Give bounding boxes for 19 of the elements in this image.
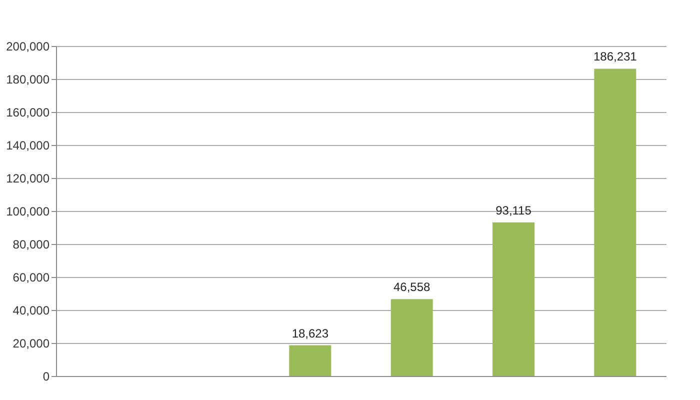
y-tick-label: 160,000 [6, 106, 50, 120]
y-tick-label: 60,000 [12, 270, 50, 284]
data-label: 46,558 [393, 280, 431, 294]
y-tick-label: 40,000 [12, 304, 50, 318]
y-tick-label: 80,000 [12, 238, 50, 252]
bar [390, 299, 433, 376]
bar [594, 68, 636, 376]
data-label: 93,115 [496, 203, 532, 218]
bar [289, 345, 332, 376]
y-tick-label: 120,000 [6, 172, 50, 186]
data-label: 186,231 [593, 50, 638, 64]
y-tick-label: 0 [42, 370, 50, 384]
y-tick-label: 180,000 [6, 72, 50, 86]
y-tick-label: 100,000 [6, 204, 50, 218]
y-tick-label: 200,000 [6, 40, 50, 54]
data-label: 18,623 [292, 326, 329, 340]
y-tick-label: 140,000 [6, 138, 50, 152]
bar [492, 222, 534, 376]
y-tick-label: 20,000 [12, 336, 50, 350]
